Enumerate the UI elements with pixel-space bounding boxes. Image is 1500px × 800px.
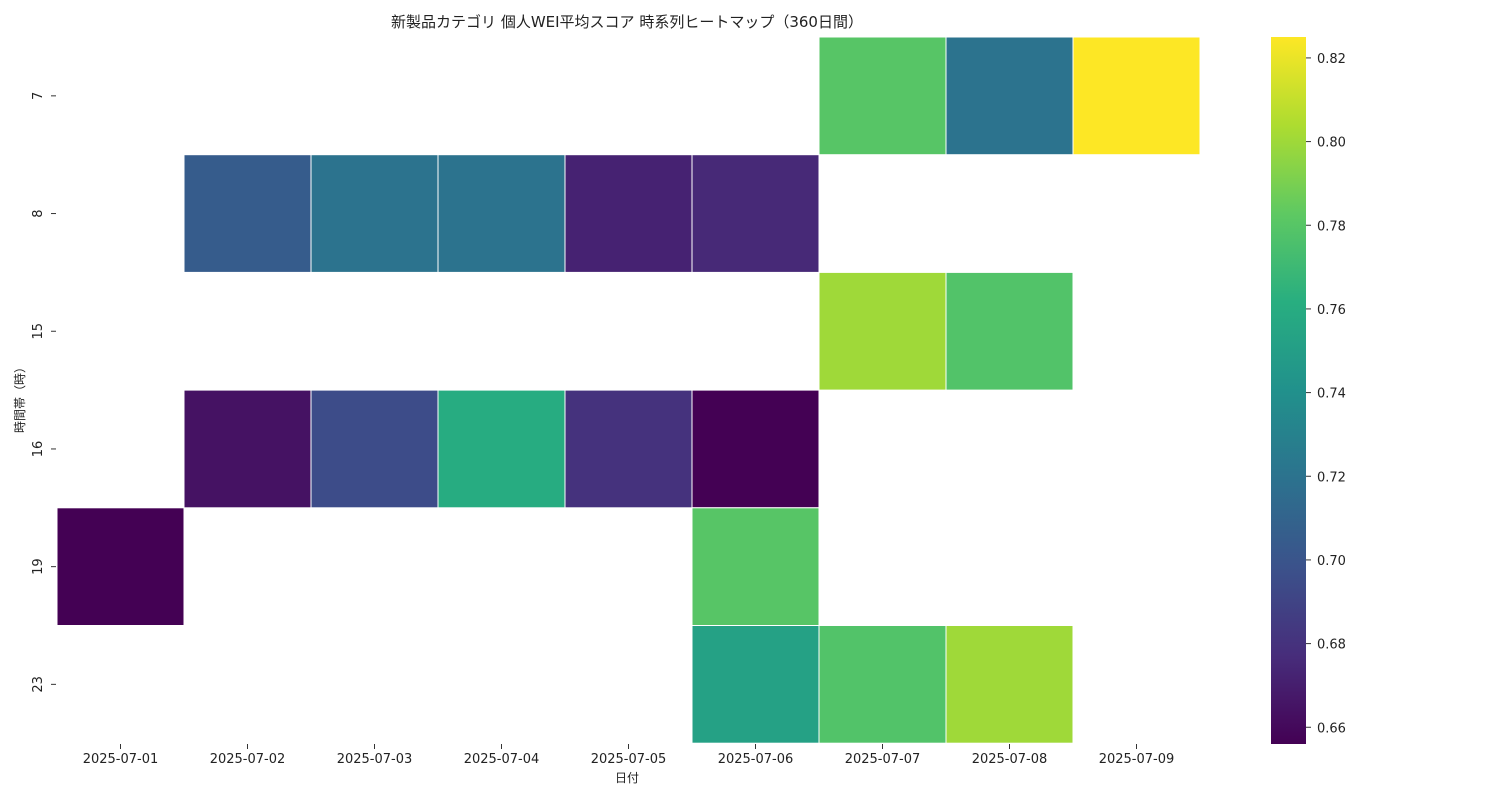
heatmap-cell xyxy=(183,154,312,273)
x-tick-label: 2025-07-02 xyxy=(210,752,286,767)
y-axis-label: 時間帯（時） xyxy=(13,361,27,433)
heatmap-cell xyxy=(818,625,947,744)
x-tick-label: 2025-07-09 xyxy=(1099,752,1175,767)
heatmap-cell xyxy=(691,154,820,273)
x-tick-label: 2025-07-01 xyxy=(83,752,159,767)
y-tick-label: 15 xyxy=(31,323,46,340)
x-tick-label: 2025-07-05 xyxy=(591,752,667,767)
x-tick-label: 2025-07-06 xyxy=(718,752,794,767)
colorbar-tick-label: 0.74 xyxy=(1317,387,1346,402)
colorbar-tick-label: 0.68 xyxy=(1317,638,1346,653)
heatmap-cell xyxy=(691,507,820,626)
x-tick-label: 2025-07-08 xyxy=(972,752,1048,767)
heatmap-cell xyxy=(564,389,693,509)
heatmap-cell xyxy=(564,154,693,273)
heatmap-cell xyxy=(1072,36,1201,156)
colorbar-tick-label: 0.66 xyxy=(1317,721,1346,736)
heatmap-cells xyxy=(56,36,1201,744)
heatmap-cell xyxy=(945,36,1074,156)
x-tick-label: 2025-07-04 xyxy=(464,752,540,767)
heatmap-cell xyxy=(56,507,185,626)
chart-title: 新製品カテゴリ 個人WEI平均スコア 時系列ヒートマップ（360日間） xyxy=(391,13,863,31)
colorbar-tick-label: 0.76 xyxy=(1317,303,1346,318)
x-axis-label: 日付 xyxy=(615,771,639,785)
heatmap-cell xyxy=(437,389,566,509)
y-axis: 7 8 15 16 19 23 xyxy=(31,92,56,693)
heatmap-cell xyxy=(183,389,312,509)
heatmap-cell xyxy=(437,154,566,273)
colorbar-ticks: 0.66 0.68 0.70 0.72 0.74 0.76 0.78 0.80 0.82 xyxy=(1306,52,1346,736)
x-tick-label: 2025-07-03 xyxy=(337,752,413,767)
y-tick-label: 16 xyxy=(31,441,46,458)
heatmap-cell xyxy=(818,271,947,391)
colorbar-tick-label: 0.82 xyxy=(1317,52,1346,67)
colorbar-tick-label: 0.80 xyxy=(1317,136,1346,151)
y-tick-label: 8 xyxy=(31,209,46,217)
heatmap-cell xyxy=(310,154,439,273)
y-tick-label: 7 xyxy=(31,92,46,100)
heatmap-cell xyxy=(691,625,820,744)
heatmap-cell xyxy=(818,36,947,156)
y-tick-label: 23 xyxy=(31,676,46,693)
y-tick-label: 19 xyxy=(31,558,46,575)
colorbar xyxy=(1271,37,1306,744)
colorbar-tick-label: 0.70 xyxy=(1317,554,1346,569)
colorbar-tick-label: 0.78 xyxy=(1317,219,1346,234)
x-axis: 2025-07-01 2025-07-02 2025-07-03 2025-07-04… xyxy=(83,744,1175,767)
heatmap-cell xyxy=(310,389,439,509)
heatmap-cell xyxy=(945,271,1074,391)
heatmap-cell xyxy=(945,625,1074,744)
x-tick-label: 2025-07-07 xyxy=(845,752,921,767)
colorbar-tick-label: 0.72 xyxy=(1317,470,1346,485)
heatmap-cell xyxy=(691,389,820,509)
